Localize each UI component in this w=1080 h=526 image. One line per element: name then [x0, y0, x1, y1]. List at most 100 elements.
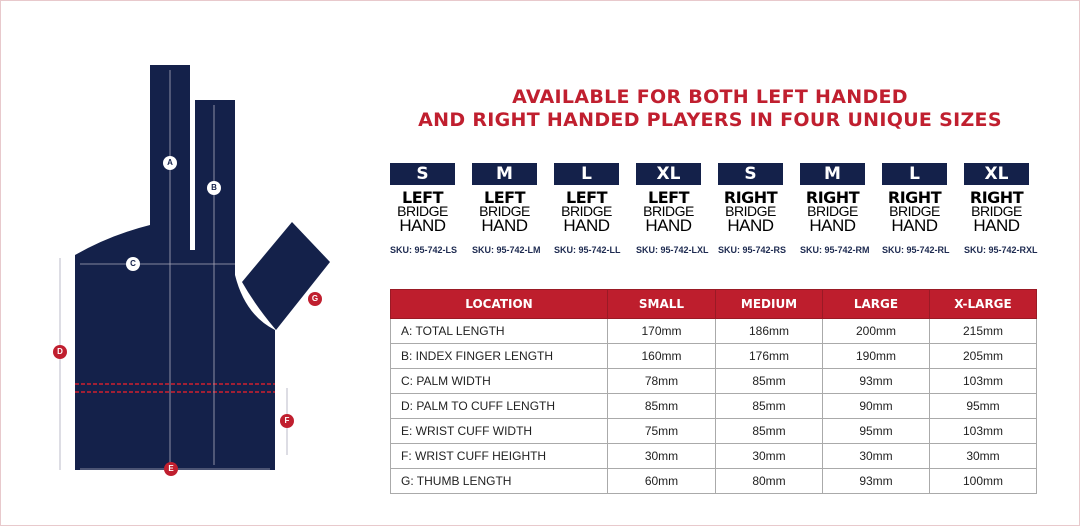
bridge-label: BRIDGE: [725, 203, 776, 219]
bridge-label: BRIDGE: [397, 203, 448, 219]
product-item: S RIGHT BRIDGE HAND SKU: 95-742-RS: [718, 163, 787, 255]
sku-text: SKU: 95-742-RS: [718, 245, 787, 255]
hand-label: RIGHT: [723, 188, 778, 207]
sku-text: SKU: 95-742-LXL: [636, 245, 709, 255]
label-a: A: [163, 156, 177, 170]
table-cell: 205mm: [929, 343, 1037, 369]
headline: AVAILABLE FOR BOTH LEFT HANDED AND RIGHT…: [380, 86, 1040, 132]
sku-text: SKU: 95-742-RM: [800, 245, 870, 255]
product-item: L LEFT BRIDGE HAND SKU: 95-742-LL: [554, 163, 621, 255]
product-item: S LEFT BRIDGE HAND SKU: 95-742-LS: [390, 163, 458, 255]
hand-label: RIGHT: [969, 188, 1024, 207]
table-cell: 103mm: [929, 368, 1037, 394]
glove-thumb: [242, 222, 330, 330]
product-item: M RIGHT BRIDGE HAND SKU: 95-742-RM: [800, 163, 870, 255]
size-badge: XL: [964, 163, 1029, 185]
headline-line1: AVAILABLE FOR BOTH LEFT HANDED: [512, 86, 908, 108]
table-cell: 95mm: [929, 393, 1037, 419]
size-badge: L: [882, 163, 947, 185]
hand-word: HAND: [973, 216, 1020, 235]
hand-label: LEFT: [648, 188, 689, 207]
header-xlarge: X-LARGE: [929, 289, 1037, 319]
table-cell: 60mm: [607, 468, 716, 494]
hand-word: HAND: [891, 216, 938, 235]
table-cell: 190mm: [822, 343, 930, 369]
hand-label: LEFT: [566, 188, 607, 207]
table-cell: 75mm: [607, 418, 716, 444]
table-cell: 100mm: [929, 468, 1037, 494]
table-cell: 170mm: [607, 318, 716, 344]
location-cell: E: WRIST CUFF WIDTH: [390, 418, 608, 444]
hand-word: HAND: [645, 216, 692, 235]
table-cell: 85mm: [715, 418, 823, 444]
table-cell: 93mm: [822, 468, 930, 494]
label-f: F: [280, 414, 294, 428]
table-cell: 200mm: [822, 318, 930, 344]
headline-line2: AND RIGHT HANDED PLAYERS IN FOUR UNIQUE …: [418, 109, 1002, 131]
table-cell: 90mm: [822, 393, 930, 419]
table-cell: 176mm: [715, 343, 823, 369]
table-row: D: PALM TO CUFF LENGTH 85mm 85mm 90mm 95mm: [390, 393, 1037, 419]
bridge-label: BRIDGE: [889, 203, 940, 219]
table-cell: 30mm: [822, 443, 930, 469]
hand-label: LEFT: [484, 188, 525, 207]
bridge-label: BRIDGE: [479, 203, 530, 219]
glove-body: [75, 65, 275, 470]
bridge-label: BRIDGE: [561, 203, 612, 219]
hand-label: LEFT: [402, 188, 443, 207]
product-list: S LEFT BRIDGE HAND SKU: 95-742-LS M LEFT…: [390, 163, 1038, 255]
location-cell: B: INDEX FINGER LENGTH: [390, 343, 608, 369]
label-b: B: [207, 181, 221, 195]
table-row: B: INDEX FINGER LENGTH 160mm 176mm 190mm 205…: [390, 343, 1037, 369]
size-badge: M: [800, 163, 865, 185]
table-row: A: TOTAL LENGTH 170mm 186mm 200mm 215mm: [390, 318, 1037, 344]
location-cell: F: WRIST CUFF HEIGHTH: [390, 443, 608, 469]
sku-text: SKU: 95-742-RL: [882, 245, 950, 255]
location-cell: G: THUMB LENGTH: [390, 468, 608, 494]
sku-text: SKU: 95-742-LL: [554, 245, 621, 255]
sku-text: SKU: 95-742-RXL: [964, 245, 1038, 255]
product-item: M LEFT BRIDGE HAND SKU: 95-742-LM: [472, 163, 541, 255]
label-e: E: [164, 462, 178, 476]
bridge-label: BRIDGE: [807, 203, 858, 219]
hand-word: HAND: [727, 216, 774, 235]
table-cell: 95mm: [822, 418, 930, 444]
table-row: E: WRIST CUFF WIDTH 75mm 85mm 95mm 103mm: [390, 418, 1037, 444]
table-cell: 93mm: [822, 368, 930, 394]
product-item: L RIGHT BRIDGE HAND SKU: 95-742-RL: [882, 163, 950, 255]
table-cell: 30mm: [607, 443, 716, 469]
hand-word: HAND: [809, 216, 856, 235]
size-badge: S: [718, 163, 783, 185]
size-badge: M: [472, 163, 537, 185]
label-c: C: [126, 257, 140, 271]
location-cell: A: TOTAL LENGTH: [390, 318, 608, 344]
table-cell: 85mm: [715, 393, 823, 419]
size-chart-table: LOCATION SMALL MEDIUM LARGE X-LARGE A: T…: [390, 289, 1037, 494]
bridge-label: BRIDGE: [971, 203, 1022, 219]
hand-label: RIGHT: [887, 188, 942, 207]
table-row: C: PALM WIDTH 78mm 85mm 93mm 103mm: [390, 368, 1037, 394]
header-medium: MEDIUM: [715, 289, 823, 319]
header-large: LARGE: [822, 289, 930, 319]
size-badge: L: [554, 163, 619, 185]
table-cell: 80mm: [715, 468, 823, 494]
location-cell: C: PALM WIDTH: [390, 368, 608, 394]
product-item: XL LEFT BRIDGE HAND SKU: 95-742-LXL: [636, 163, 709, 255]
hand-word: HAND: [563, 216, 610, 235]
table-header-row: LOCATION SMALL MEDIUM LARGE X-LARGE: [390, 289, 1037, 319]
table-cell: 85mm: [715, 368, 823, 394]
table-cell: 186mm: [715, 318, 823, 344]
location-cell: D: PALM TO CUFF LENGTH: [390, 393, 608, 419]
table-cell: 78mm: [607, 368, 716, 394]
glove-diagram: [59, 65, 330, 470]
table-cell: 85mm: [607, 393, 716, 419]
label-d: D: [53, 345, 67, 359]
header-small: SMALL: [607, 289, 716, 319]
table-cell: 103mm: [929, 418, 1037, 444]
table-cell: 30mm: [929, 443, 1037, 469]
sku-text: SKU: 95-742-LM: [472, 245, 541, 255]
sku-text: SKU: 95-742-LS: [390, 245, 458, 255]
table-cell: 160mm: [607, 343, 716, 369]
size-badge: S: [390, 163, 455, 185]
hand-label: RIGHT: [805, 188, 860, 207]
